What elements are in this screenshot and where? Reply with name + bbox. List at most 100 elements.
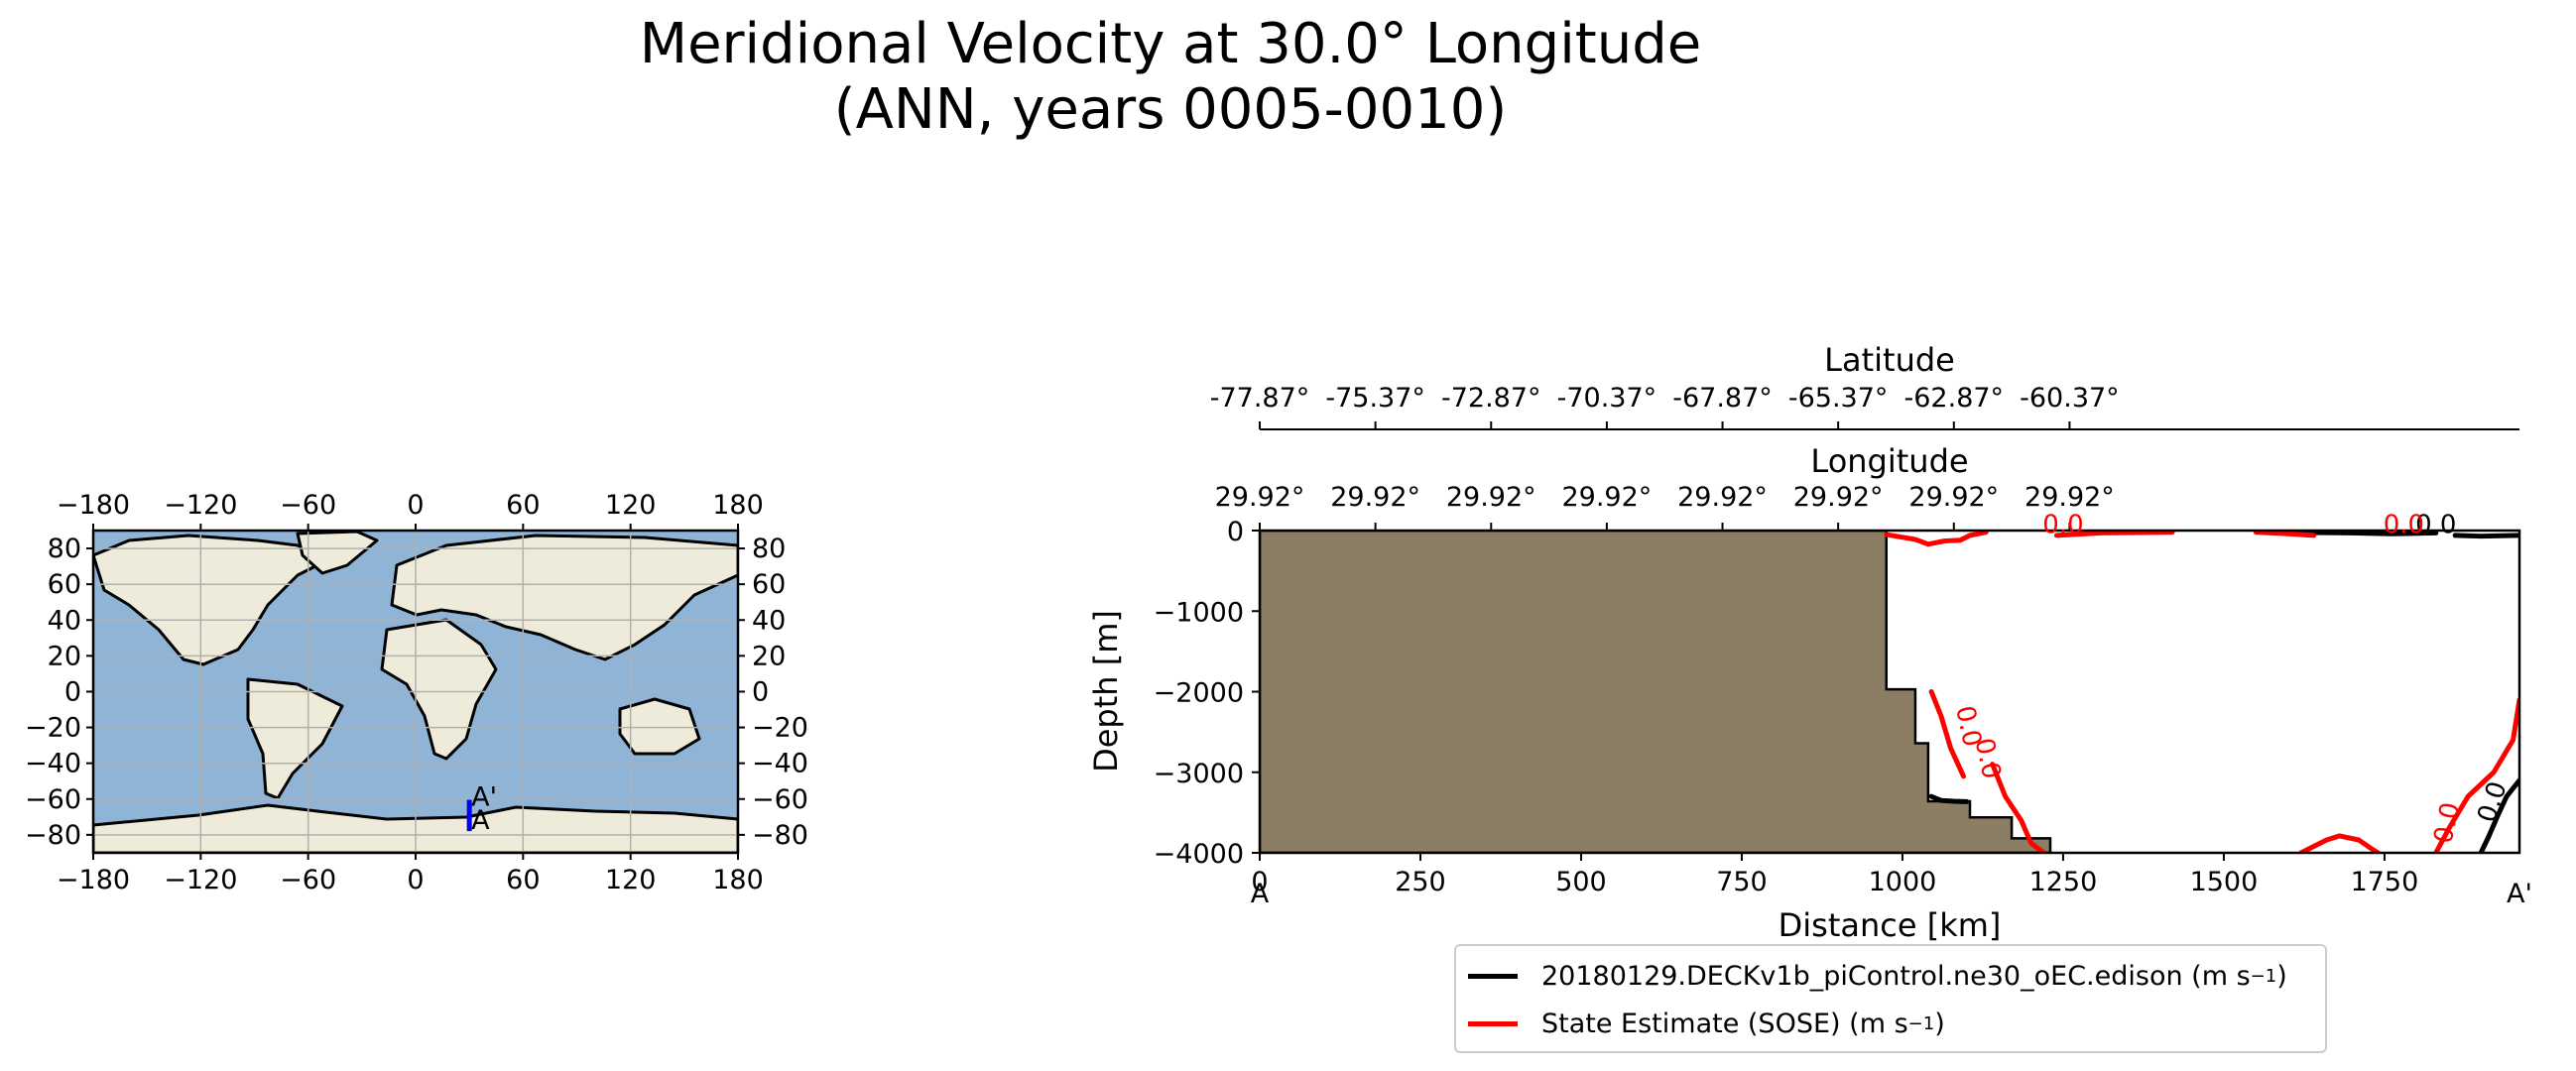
bathymetry-fill <box>1260 531 2052 853</box>
contour-label: 0.0 <box>2415 510 2456 539</box>
section-start-label: A <box>1251 879 1270 909</box>
x-tick-label: 1250 <box>2029 867 2098 897</box>
sose-contour <box>2253 531 2317 538</box>
land-south-america <box>246 677 344 800</box>
map-bottom-tick-label: 0 <box>407 865 424 895</box>
map-transect-end-label: A' <box>471 782 497 813</box>
x-tick-label: 1500 <box>2190 867 2259 897</box>
legend-units-model: (m s <box>2191 960 2251 992</box>
top-tick-label: 29.92° <box>2024 482 2115 513</box>
top-tick-label: 29.92° <box>1908 482 1999 513</box>
x-axis-label: Distance [km] <box>1779 906 2002 944</box>
map-right-tick-label: 0 <box>752 676 769 707</box>
map-right-tick-label: −60 <box>752 784 808 815</box>
map-bottom-tick-label: −180 <box>57 865 130 895</box>
map-bottom-tick-label: 180 <box>712 865 764 895</box>
map-right-tick-label: −80 <box>752 820 808 851</box>
map-bottom-tick-label: 120 <box>605 865 657 895</box>
top-tick-label: -67.87° <box>1672 383 1773 414</box>
x-tick-label: 1750 <box>2351 867 2419 897</box>
y-tick-label: −2000 <box>1154 678 1244 709</box>
y-tick-label: 0 <box>1227 517 1244 547</box>
top-tick-label: 29.92° <box>1677 482 1768 513</box>
y-tick-label: −3000 <box>1154 759 1244 789</box>
map-left-tick-label: −80 <box>25 820 81 851</box>
x-tick-label: 750 <box>1716 867 1768 897</box>
legend: 20180129.DECKv1b_piControl.ne30_oEC.edis… <box>1454 944 2327 1053</box>
map-top-tick-label: 60 <box>506 490 540 521</box>
sose-contour <box>2298 833 2381 853</box>
map-transect-start-label: A <box>471 805 490 836</box>
location-map: A A' −180 −180 −120 −120 −60 −60 0 0 60 60 120 120 1… <box>25 490 808 895</box>
top-tick-label: -62.87° <box>1904 383 2005 414</box>
top-tick-label: 29.92° <box>1446 482 1536 513</box>
legend-units-close-sose: ) <box>1934 1008 1945 1039</box>
section-plot: -77.87° -75.37° -72.87° -70.37° -67.87° -65.3… <box>1087 341 2532 944</box>
map-top-tick-label: −180 <box>57 490 130 521</box>
contour-lines <box>1884 531 2519 853</box>
depth-axis: 0 −1000 −2000 −3000 −4000 <box>1154 517 1260 870</box>
model-contour <box>2478 777 2519 853</box>
map-right-tick-label: 20 <box>752 641 786 671</box>
x-tick-label: 0 <box>1251 867 1268 897</box>
map-top-tick-label: 120 <box>605 490 657 521</box>
x-tick-label: 1000 <box>1869 867 1937 897</box>
latitude-axis: -77.87° -75.37° -72.87° -70.37° -67.87° -65.3… <box>1210 383 2519 430</box>
map-left-tick-label: 60 <box>48 569 81 600</box>
contour-label: 0.0 <box>2042 510 2083 539</box>
y-tick-label: −4000 <box>1154 839 1244 870</box>
map-left-tick-label: −40 <box>25 749 81 779</box>
figure-title-line1: Meridional Velocity at 30.0° Longitude <box>639 12 1702 76</box>
top-tick-label: 29.92° <box>1561 482 1652 513</box>
map-right-tick-label: 40 <box>752 605 786 636</box>
map-bottom-tick-label: −120 <box>164 865 237 895</box>
map-left-tick-label: −20 <box>25 713 81 744</box>
contour-label: 0.0 <box>2384 510 2424 539</box>
map-gridlines <box>93 531 738 853</box>
map-left-tick-label: −60 <box>25 784 81 815</box>
map-top-tick-label: 0 <box>407 490 424 521</box>
legend-entry-model: 20180129.DECKv1b_piControl.ne30_oEC.edis… <box>1468 954 2287 998</box>
sose-contour <box>1884 531 1989 547</box>
map-tick-labels: −180 −180 −120 −120 −60 −60 0 0 60 60 120 120 180 180… <box>25 490 808 895</box>
sose-contour <box>1990 762 2047 853</box>
map-left-tick-label: 0 <box>64 676 81 707</box>
model-contour <box>1928 793 1970 804</box>
top-tick-label: -77.87° <box>1210 383 1310 414</box>
top-tick-label: 29.92° <box>1793 482 1884 513</box>
top-tick-label: -72.87° <box>1441 383 1541 414</box>
distance-axis: 0 250 500 750 1000 1250 1500 1750 <box>1251 853 2418 897</box>
latitude-axis-label: Latitude <box>1824 341 1955 379</box>
legend-units-exp-sose: −1 <box>1907 1012 1935 1034</box>
legend-label-model: 20180129.DECKv1b_piControl.ne30_oEC.edis… <box>1541 960 2183 992</box>
longitude-axis-label: Longitude <box>1810 442 1968 480</box>
land-africa <box>380 618 498 761</box>
y-axis-label: Depth [m] <box>1087 610 1125 773</box>
top-tick-label: -60.37° <box>2020 383 2120 414</box>
section-end-label: A' <box>2507 879 2532 909</box>
map-right-tick-label: −40 <box>752 749 808 779</box>
map-land <box>93 531 738 853</box>
legend-entry-sose: State Estimate (SOSE) (m s −1) <box>1468 1002 1945 1045</box>
land-eurasia <box>390 534 738 661</box>
map-left-tick-label: 20 <box>48 641 81 671</box>
sose-contour <box>2433 697 2519 853</box>
land-australia <box>618 697 701 756</box>
figure-title: Meridional Velocity at 30.0° Longitude (… <box>0 12 2341 143</box>
top-tick-label: -65.37° <box>1788 383 1889 414</box>
top-tick-label: 29.92° <box>1215 482 1305 513</box>
map-bottom-tick-label: −60 <box>280 865 336 895</box>
map-right-tick-label: 60 <box>752 569 786 600</box>
sose-contour <box>1928 689 1967 779</box>
map-top-tick-label: −120 <box>164 490 237 521</box>
y-tick-label: −1000 <box>1154 597 1244 628</box>
figure-title-line2: (ANN, years 0005-0010) <box>833 77 1508 142</box>
legend-label-sose: State Estimate (SOSE) <box>1541 1008 1841 1039</box>
legend-swatch-model <box>1468 973 1518 979</box>
legend-units-sose: (m s <box>1849 1008 1908 1039</box>
top-tick-label: -75.37° <box>1325 383 1425 414</box>
map-bottom-tick-label: 60 <box>506 865 540 895</box>
legend-units-close-model: ) <box>2276 960 2287 992</box>
map-right-tick-label: −20 <box>752 713 808 744</box>
legend-swatch-sose <box>1468 1020 1518 1026</box>
